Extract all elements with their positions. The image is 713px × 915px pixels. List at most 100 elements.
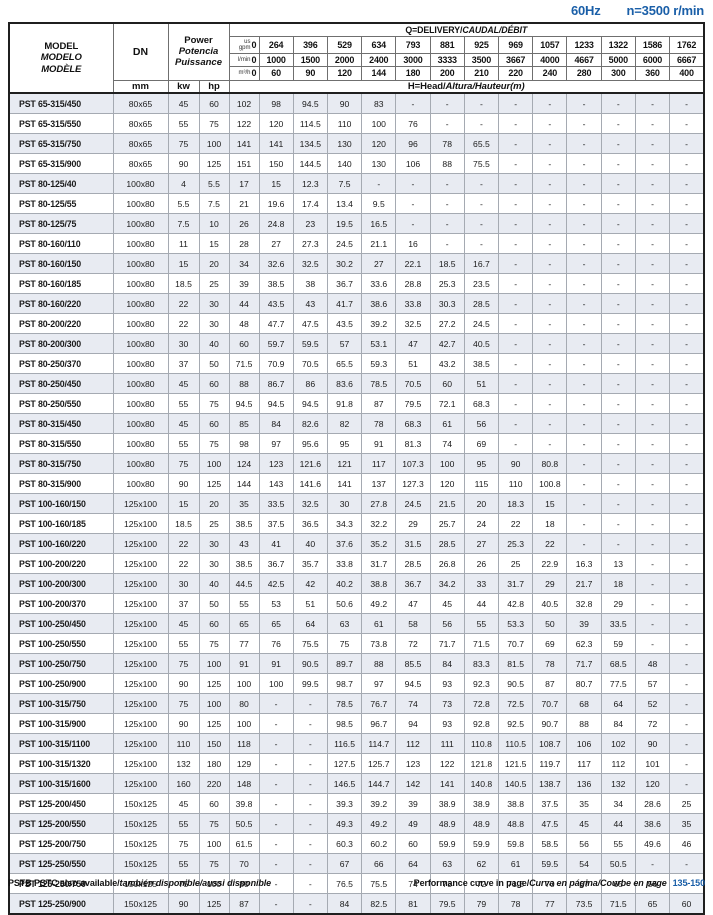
hp-cell: 10 <box>198 213 230 234</box>
head-value-cell: 82.5 <box>361 893 397 915</box>
hp-cell: 60 <box>198 92 230 114</box>
flow-value-cell: 210 <box>463 65 500 81</box>
flow-value-cell: 220 <box>498 65 534 81</box>
head-value-cell: 88 <box>361 653 397 674</box>
head-value-cell: 75 <box>326 633 363 654</box>
head-value-cell: 32.5 <box>292 253 328 274</box>
model-cell: PST 80-315/450 <box>8 413 114 434</box>
table-row: PST 100-315/1100 125x100 110 150 118- -11… <box>8 733 705 754</box>
head-value-cell: 32.8 <box>566 593 602 614</box>
head-value-cell: - <box>600 133 636 154</box>
h-head-header: H=Head/Altura/Hauteur(m) <box>228 79 705 94</box>
table-body: PST 65-315/450 80x65 45 60 102 98 94.5 90 83… <box>8 92 705 915</box>
table-row: PST 100-200/220 125x100 22 30 38.5 36.7 35… <box>8 553 705 574</box>
head-value-cell: - <box>600 113 636 134</box>
table-row: PST 65-315/550 80x65 55 75 122 120 114.5 11… <box>8 113 705 134</box>
head-value-cell: 36.7 <box>258 553 294 574</box>
head-value-cell: 144.5 <box>292 153 328 174</box>
head-value-cell: 15 <box>532 493 568 514</box>
head-value-cell: - <box>292 833 328 854</box>
head-value-cell: - <box>429 213 465 234</box>
head-value-cell: 96 <box>395 133 431 154</box>
dn-cell: 100x80 <box>112 173 169 194</box>
head-value-cell: - <box>669 773 705 794</box>
head-value-cell: - <box>600 453 636 474</box>
head-value-cell: 141 <box>429 773 465 794</box>
head-value-cell: 84 <box>429 653 465 674</box>
head-value-cell: 28.5 <box>463 293 500 314</box>
head-value-cell: 35.2 <box>361 533 397 554</box>
kw-cell: 15 <box>167 493 200 514</box>
hp-cell: 75 <box>198 853 230 874</box>
dn-cell: 125x100 <box>112 633 169 654</box>
head-value-cell: 28.6 <box>634 793 671 814</box>
table-row: PST 80-200/300 100x80 30 40 60 59.7 59.5 57… <box>8 333 705 354</box>
head-value-cell: 136 <box>566 773 602 794</box>
head-value-cell: 44 <box>463 593 500 614</box>
head-value-cell: 39.8 <box>228 793 260 814</box>
head-value-cell: 80.8 <box>532 453 568 474</box>
head-value-cell: - <box>566 313 602 334</box>
head-value-cell: 87 <box>532 673 568 694</box>
head-value-cell: - <box>566 513 602 534</box>
table-row: PST 100-315/1320 125x100 132 180 129- -12… <box>8 753 705 774</box>
head-value-cell: - <box>669 493 705 514</box>
flow-value-cell: 396 <box>292 35 328 54</box>
head-value-cell: 19.6 <box>258 193 294 214</box>
head-value-cell: 98 <box>228 433 260 454</box>
hp-cell: 50 <box>198 593 230 614</box>
head-value-cell: 141 <box>258 133 294 154</box>
head-value-cell: 134.5 <box>292 133 328 154</box>
head-value-cell: - <box>498 233 534 254</box>
head-value-cell: 35 <box>228 493 260 514</box>
head-value-cell: 91 <box>361 433 397 454</box>
head-value-cell: - <box>669 613 705 634</box>
head-value-cell: 112 <box>395 733 431 754</box>
head-value-cell: 50.5 <box>600 853 636 874</box>
table-row: PST 100-315/750 125x100 75 100 80- -78.5 7… <box>8 693 705 714</box>
head-value-cell: 76 <box>258 633 294 654</box>
head-value-cell: 18 <box>600 573 636 594</box>
head-value-cell: - <box>634 633 671 654</box>
head-value-cell: 49.6 <box>634 833 671 854</box>
head-value-cell: - <box>634 613 671 634</box>
head-value-cell: 38.6 <box>361 293 397 314</box>
head-value-cell: 68.5 <box>600 653 636 674</box>
power-column-header: Power Potencia Puissance <box>167 22 230 81</box>
head-value-cell: 97 <box>258 433 294 454</box>
table-row: PST 125-200/450 150x125 45 60 39.8- -39.3… <box>8 793 705 814</box>
head-value-cell: 93 <box>429 713 465 734</box>
head-value-cell: 44 <box>600 813 636 834</box>
head-value-cell: 21.5 <box>429 493 465 514</box>
dn-cell: 125x100 <box>112 593 169 614</box>
head-value-cell: 78 <box>498 893 534 915</box>
table-row: PST 125-200/750 150x125 75 100 61.5- -60.… <box>8 833 705 854</box>
model-label-es: MODELO <box>40 52 82 64</box>
kw-cell: 7.5 <box>167 213 200 234</box>
head-value-cell: - <box>429 233 465 254</box>
head-value-cell: 24.5 <box>395 493 431 514</box>
dn-cell: 100x80 <box>112 233 169 254</box>
head-value-cell: 72 <box>634 713 671 734</box>
head-value-cell: - <box>634 233 671 254</box>
head-value-cell: - <box>292 813 328 834</box>
head-value-cell: 28 <box>228 233 260 254</box>
head-value-cell: 25.7 <box>429 513 465 534</box>
table-row: PST 125-250/900 150x125 90 125 87- -84 82.… <box>8 893 705 915</box>
head-value-cell: 100 <box>258 673 294 694</box>
head-value-cell: 13.4 <box>326 193 363 214</box>
head-value-cell: 22 <box>532 533 568 554</box>
usgpm-zero: 0 <box>251 39 257 50</box>
table-row: PST 80-160/220 100x80 22 30 44 43.5 43 41.7… <box>8 293 705 314</box>
dn-cell: 100x80 <box>112 413 169 434</box>
head-value-cell: - <box>669 113 705 134</box>
head-value-cell: 67 <box>566 873 602 894</box>
hp-cell: 75 <box>198 813 230 834</box>
head-value-cell: 102 <box>228 92 260 114</box>
table-row: PST 80-250/370 100x80 37 50 71.5 70.9 70.5… <box>8 353 705 374</box>
head-value-cell: 110.8 <box>463 733 500 754</box>
head-value-cell: 25 <box>498 553 534 574</box>
head-value-cell: - <box>532 253 568 274</box>
flow-value-cell: 60 <box>258 65 294 81</box>
head-value-cell: - <box>532 393 568 414</box>
